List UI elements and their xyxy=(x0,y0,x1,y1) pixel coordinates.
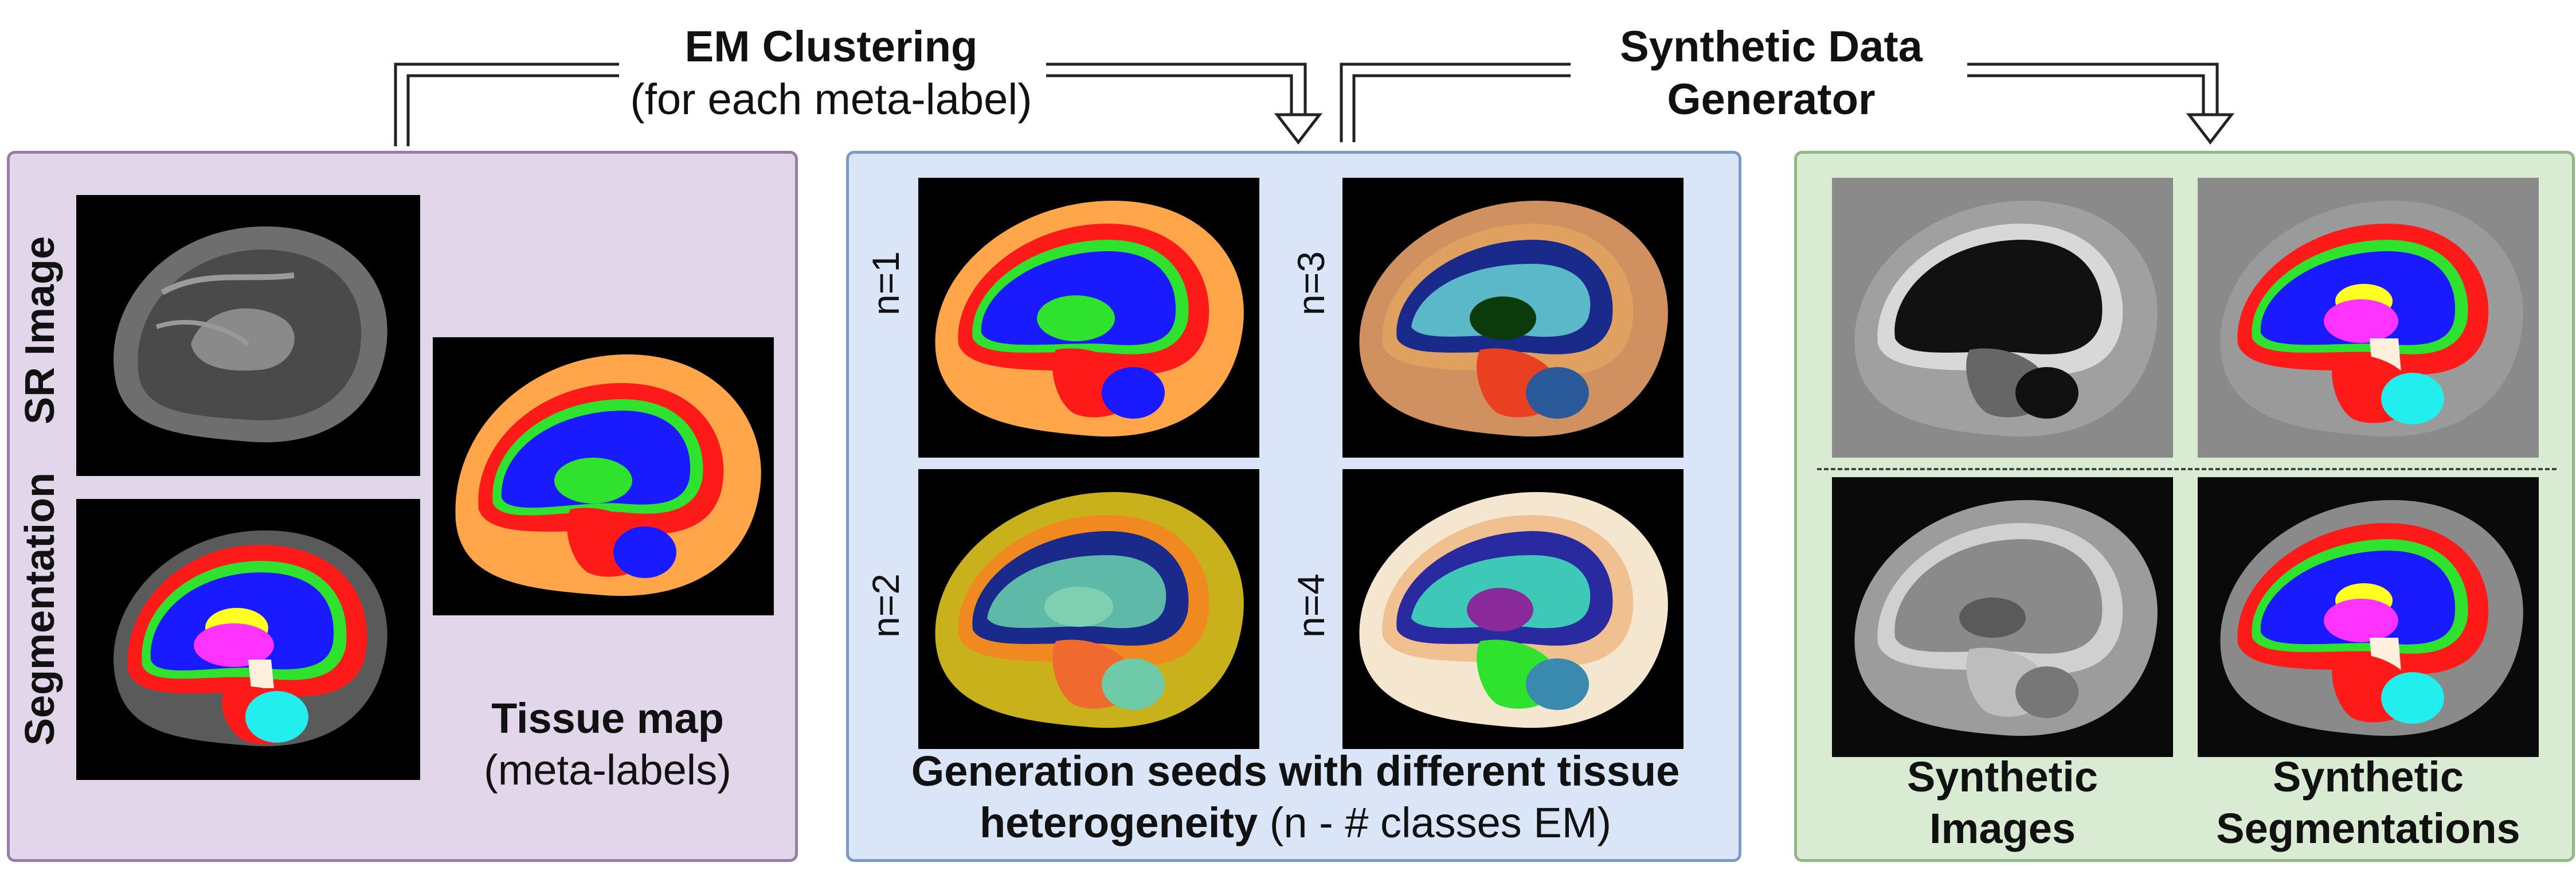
synthetic-image-1 xyxy=(1832,178,2173,458)
generator-header: Synthetic Data Generator xyxy=(1536,21,2006,126)
em-clustering-title: EM Clustering xyxy=(684,22,978,71)
synthetic-segmentations-line1: Synthetic xyxy=(2272,753,2464,801)
flow-arrows xyxy=(394,63,2235,146)
seed-label-n1: n=1 xyxy=(864,251,907,315)
seed-label-n4: n=4 xyxy=(1290,573,1332,638)
seed-label-n3: n=3 xyxy=(1290,251,1332,315)
seeds-caption-bold: heterogeneity xyxy=(979,799,1258,846)
dotted-divider xyxy=(1817,468,2557,470)
seeds-caption: Generation seeds with different tissue h… xyxy=(854,746,1737,849)
seed-image-n4 xyxy=(1342,469,1684,749)
synthetic-segmentations-caption: Synthetic Segmentations xyxy=(2198,751,2539,855)
seed-image-n1 xyxy=(918,178,1259,458)
em-arrow-line xyxy=(394,63,619,146)
tissue-map-caption: Tissue map (meta-labels) xyxy=(436,693,780,796)
label-sr-image: SR Image xyxy=(17,236,63,424)
seed-image-n3 xyxy=(1342,178,1684,458)
tissue-map-title: Tissue map xyxy=(491,694,724,742)
seeds-caption-line1: Generation seeds with different tissue xyxy=(911,747,1680,795)
synthetic-images-line1: Synthetic xyxy=(1906,753,2099,801)
em-arrow-head xyxy=(1274,113,1323,145)
em-clustering-subtitle: (for each meta-label) xyxy=(630,75,1032,124)
synthetic-segmentation-1 xyxy=(2198,178,2539,458)
seeds-caption-line2: heterogeneity (n - # classes EM) xyxy=(854,797,1737,849)
tissue-map-image xyxy=(433,337,774,615)
generator-title-line1: Synthetic Data xyxy=(1620,22,1923,71)
seed-label-n2: n=2 xyxy=(864,573,907,638)
label-segmentation: Segmentation xyxy=(17,472,63,746)
synthetic-images-line2: Images xyxy=(1929,805,2076,852)
synthetic-segmentation-2 xyxy=(2198,477,2539,757)
gen-arrow-head xyxy=(2186,113,2235,145)
segmentation-image xyxy=(76,499,420,780)
synthetic-segmentations-line2: Segmentations xyxy=(2216,805,2520,852)
sr-image xyxy=(76,195,420,476)
tissue-map-subtitle: (meta-labels) xyxy=(484,746,731,794)
seeds-caption-rest: (n - # classes EM) xyxy=(1258,799,1612,846)
synthetic-image-2 xyxy=(1832,477,2173,757)
gen-arrow-line xyxy=(1340,63,1571,142)
seed-image-n2 xyxy=(918,469,1259,749)
generator-title-line2: Generator xyxy=(1667,75,1876,124)
em-clustering-header: EM Clustering (for each meta-label) xyxy=(562,21,1101,126)
synthetic-images-caption: Synthetic Images xyxy=(1832,751,2173,855)
